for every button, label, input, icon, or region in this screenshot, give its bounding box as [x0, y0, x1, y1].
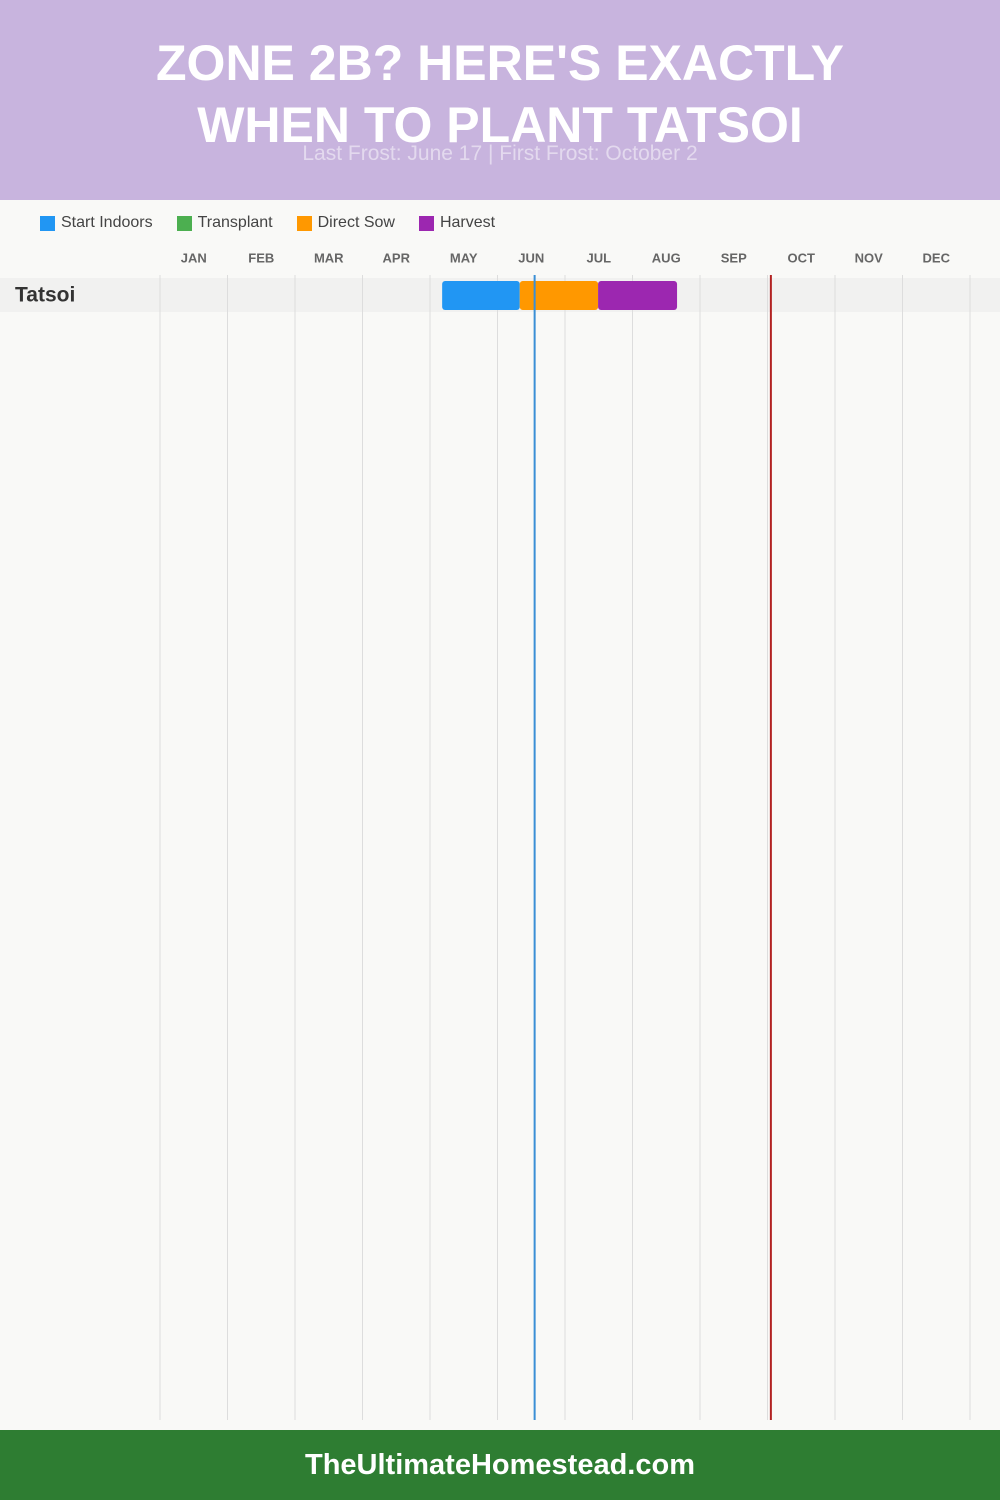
bar	[519, 281, 599, 310]
month-label: AUG	[652, 250, 681, 265]
month-label: JUL	[586, 250, 611, 265]
chart: Tatsoi JAN FEB MAR APR MAY JUN JUL AUG SEP OCT NOV D…	[0, 250, 1000, 1420]
title: ZONE 2B? HERE'S EXACTLY WHEN TO PLANT TA…	[156, 35, 844, 153]
month-label: JAN	[181, 250, 207, 265]
bar	[442, 281, 520, 310]
bar	[598, 281, 678, 310]
legend-swatch	[296, 215, 312, 231]
subtitle: Last Frost: June 17 | First Frost: Octob…	[302, 142, 698, 165]
month-label: APR	[383, 250, 411, 265]
legend-item: Direct Sow	[296, 214, 395, 232]
legend-swatch	[40, 215, 55, 231]
month-label: MAR	[314, 250, 344, 265]
legend-label: Direct Sow	[317, 214, 395, 231]
month-label: OCT	[788, 250, 816, 265]
month-label: FEB	[248, 250, 274, 265]
header: ZONE 2B? HERE'S EXACTLY WHEN TO PLANT TA…	[0, 0, 1000, 200]
legend: Start Indoors Transplant Direct Sow Harvest	[40, 214, 495, 232]
legend-item: Start Indoors	[40, 214, 153, 232]
legend-label: Start Indoors	[61, 214, 153, 231]
row-label: Tatsoi	[15, 284, 75, 307]
legend-swatch	[418, 215, 434, 231]
month-label: DEC	[923, 250, 951, 265]
legend-item: Harvest	[418, 214, 496, 232]
legend-swatch	[176, 215, 192, 231]
legend-item: Transplant	[176, 214, 273, 232]
month-label: MAY	[450, 250, 478, 265]
month-label: SEP	[721, 250, 747, 265]
month-label: NOV	[855, 250, 884, 265]
footer: TheUltimateHomestead.com	[0, 1430, 1000, 1500]
legend-label: Transplant	[197, 214, 273, 231]
month-label: JUN	[518, 250, 544, 265]
legend-label: Harvest	[439, 214, 496, 231]
